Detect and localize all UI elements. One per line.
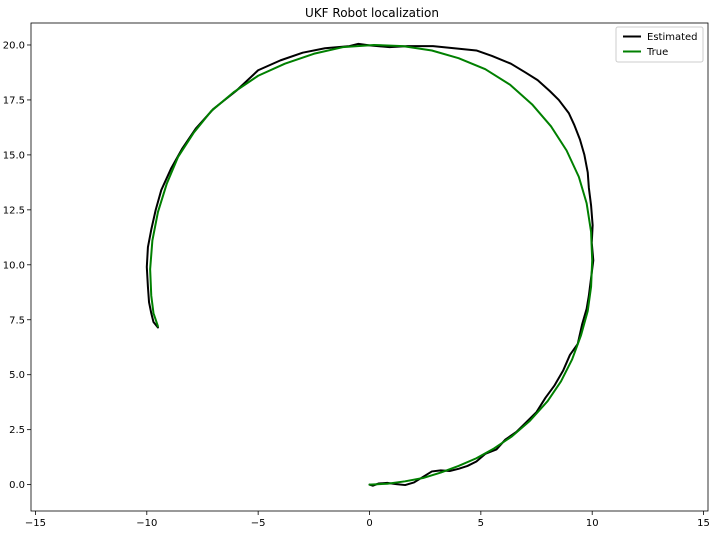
plot-area (31, 23, 708, 511)
legend-label-estimated: Estimated (647, 32, 698, 43)
y-tick-label: 5.0 (9, 370, 25, 381)
plot-frame (30, 22, 709, 512)
series-layer (145, 42, 595, 487)
x-tick-label: −5 (251, 518, 266, 529)
y-tick-label: 0.0 (9, 480, 25, 491)
x-tick-label: −10 (136, 518, 157, 529)
chart-title: UKF Robot localization (305, 6, 439, 20)
x-tick-label: 10 (586, 518, 599, 529)
y-tick-label: 10.0 (3, 260, 25, 271)
y-tick-label: 7.5 (9, 315, 25, 326)
x-tick-label: 5 (478, 518, 484, 529)
y-tick-label: 2.5 (9, 425, 25, 436)
x-tick-label: 15 (697, 518, 710, 529)
y-tick-label: 12.5 (3, 205, 25, 216)
legend-label-true: True (646, 47, 668, 58)
y-tick-label: 15.0 (3, 150, 25, 161)
axes-layer: −15 −10 −5 0 5 10 15 0.0 2.5 5.0 7.5 10.0 12.5 15.0 17… (3, 40, 710, 529)
x-tick-label: 0 (366, 518, 372, 529)
x-tick-label: −15 (25, 518, 46, 529)
series-line-true (149, 43, 594, 486)
legend: Estimated True (615, 26, 704, 63)
y-tick-label: 17.5 (3, 95, 25, 106)
y-tick-label: 20.0 (3, 40, 25, 51)
